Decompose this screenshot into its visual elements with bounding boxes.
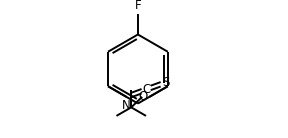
Text: F: F: [134, 0, 141, 12]
Text: C: C: [142, 83, 150, 96]
Text: S: S: [162, 76, 170, 89]
Text: O: O: [138, 90, 147, 103]
Text: N: N: [122, 99, 131, 112]
